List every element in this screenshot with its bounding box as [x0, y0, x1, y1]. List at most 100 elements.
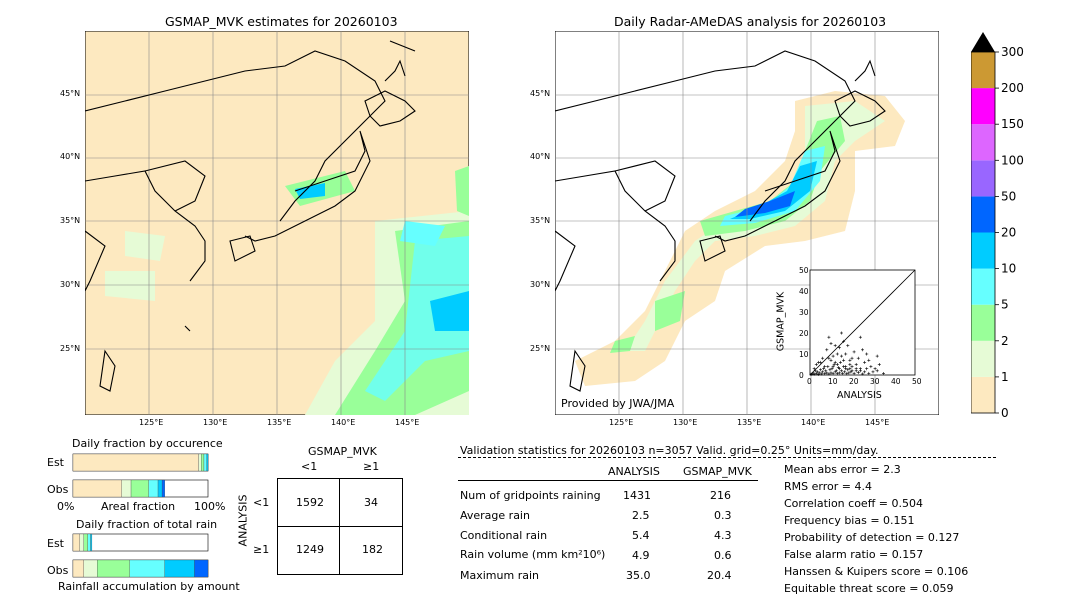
- scatter-point: [875, 369, 879, 373]
- left-lat-45: 45°N: [60, 89, 81, 98]
- scatter-point: [831, 371, 835, 375]
- contingency-c: 1249: [296, 543, 324, 556]
- scatter-point: [863, 370, 867, 374]
- colorbar-tick-label: 1: [1001, 370, 1009, 384]
- validation-row-analysis: 35.0: [626, 569, 651, 582]
- left-lon-135: 135°E: [267, 418, 292, 427]
- left-lat-35: 35°N: [60, 216, 81, 225]
- contingency-row-lt: <1: [253, 496, 270, 509]
- fraction-bar-segment: [157, 479, 163, 498]
- validation-col-gsmap: GSMAP_MVK: [683, 465, 752, 478]
- contingency-col-lt: <1: [301, 460, 318, 473]
- scatter-point: [812, 367, 816, 371]
- fraction-bar-segment: [198, 453, 202, 472]
- right-lat-25: 25°N: [530, 344, 551, 353]
- score-corr: Correlation coeff = 0.504: [784, 497, 923, 510]
- scatter-point: [837, 367, 841, 371]
- colorbar-segment: [971, 268, 995, 305]
- left-lat-25: 25°N: [60, 344, 81, 353]
- scatter-point: [861, 372, 864, 376]
- scatter-y-tick: 40: [799, 287, 809, 296]
- validation-row-analysis: 1431: [623, 489, 651, 502]
- rain-obs-label: Obs: [47, 564, 69, 577]
- validation-rule: [458, 480, 758, 481]
- fraction-bar-segment: [83, 533, 89, 552]
- scatter-y-tick: 0: [799, 371, 804, 380]
- occ-axis-mid: Areal fraction: [101, 500, 176, 513]
- scatter-inset: 0 0 10 10 20 20 30 30 40 40 50 50: [799, 266, 922, 386]
- colorbar-tick-label: 10: [1001, 262, 1016, 276]
- scatter-point: [847, 371, 851, 375]
- colorbar-segment: [971, 88, 995, 125]
- scatter-point: [854, 363, 858, 366]
- scatter-point: [842, 358, 846, 362]
- scatter-y-tick: 10: [799, 350, 809, 359]
- right-map: 45°N 40°N 35°N 30°N 25°N 125°E 130°E 135…: [530, 30, 940, 427]
- scatter-point: [837, 371, 841, 375]
- scatter-point: [823, 365, 827, 369]
- validation-row-analysis: 4.9: [632, 549, 650, 562]
- scatter-point: [863, 360, 867, 364]
- rain-bars: [72, 533, 209, 578]
- colorbar-tick-label: 100: [1001, 153, 1024, 167]
- colorbar-segment: [971, 160, 995, 197]
- scatter-point: [867, 371, 871, 375]
- fraction-bar-segment: [201, 453, 205, 472]
- validation-header: Validation statistics for 20260103 n=305…: [460, 444, 879, 457]
- scatter-point: [840, 354, 843, 358]
- scatter-point: [834, 369, 838, 373]
- fraction-bar-segment: [206, 453, 209, 472]
- colorbar-tick-label: 2: [1001, 334, 1009, 348]
- colorbar-segment: [971, 52, 995, 89]
- right-lat-30: 30°N: [530, 280, 551, 289]
- validation-dash: [458, 457, 996, 458]
- data-credit: Provided by JWA/JMA: [561, 397, 675, 410]
- colorbar-segment: [971, 196, 995, 233]
- right-map-title: Daily Radar-AMeDAS analysis for 20260103: [614, 14, 887, 29]
- scatter-point: [838, 360, 842, 364]
- rain-est-label: Est: [47, 537, 64, 550]
- scatter-point: [827, 356, 831, 360]
- contingency-col-ge: ≥1: [363, 460, 380, 473]
- left-lon-140: 140°E: [331, 418, 356, 427]
- score-far: False alarm ratio = 0.157: [784, 548, 924, 561]
- scatter-point: [812, 372, 816, 376]
- scatter-point: [833, 344, 837, 348]
- scatter-point: [835, 372, 839, 376]
- scatter-y-tick: 30: [799, 308, 809, 317]
- fraction-bar-segment: [87, 533, 91, 552]
- right-lat-35: 35°N: [530, 216, 551, 225]
- left-map-canvas: [84, 30, 470, 416]
- scatter-point: [850, 369, 854, 373]
- fraction-bar-segment: [83, 559, 98, 578]
- colorbar-extend-arrow: [971, 32, 995, 52]
- scatter-point: [819, 368, 822, 372]
- colorbar-tick-label: 300: [1001, 45, 1024, 59]
- scatter-point: [825, 348, 829, 352]
- validation-row-gsmap: 4.3: [714, 529, 732, 542]
- scatter-y-tick: 50: [799, 266, 809, 275]
- scatter-point: [827, 335, 831, 339]
- score-pod: Probability of detection = 0.127: [784, 531, 960, 544]
- scatter-point: [865, 367, 869, 371]
- occ-obs-label: Obs: [47, 483, 69, 496]
- scatter-point: [835, 352, 839, 356]
- colorbar-segment: [971, 232, 995, 269]
- scatter-point: [871, 370, 875, 374]
- left-lat-30: 30°N: [60, 280, 81, 289]
- colorbar: 0 1 2 5 10 20 50 100 150 200 300: [970, 30, 1031, 425]
- colorbar-segment: [971, 376, 995, 413]
- contingency-title: GSMAP_MVK: [308, 445, 377, 458]
- validation-row-label: Average rain: [460, 509, 530, 522]
- validation-row-label: Maximum rain: [460, 569, 539, 582]
- scatter-xlabel: ANALYSIS: [837, 390, 882, 401]
- scatter-point: [856, 356, 860, 360]
- validation-row-gsmap: 0.6: [714, 549, 732, 562]
- scatter-point: [845, 372, 849, 376]
- fraction-bar-segment: [203, 453, 207, 472]
- right-lat-45: 45°N: [530, 89, 551, 98]
- contingency-b: 34: [364, 496, 378, 509]
- occ-axis-left: 0%: [57, 500, 75, 513]
- left-lat-40: 40°N: [60, 152, 81, 161]
- scatter-x-tick: 50: [912, 377, 922, 386]
